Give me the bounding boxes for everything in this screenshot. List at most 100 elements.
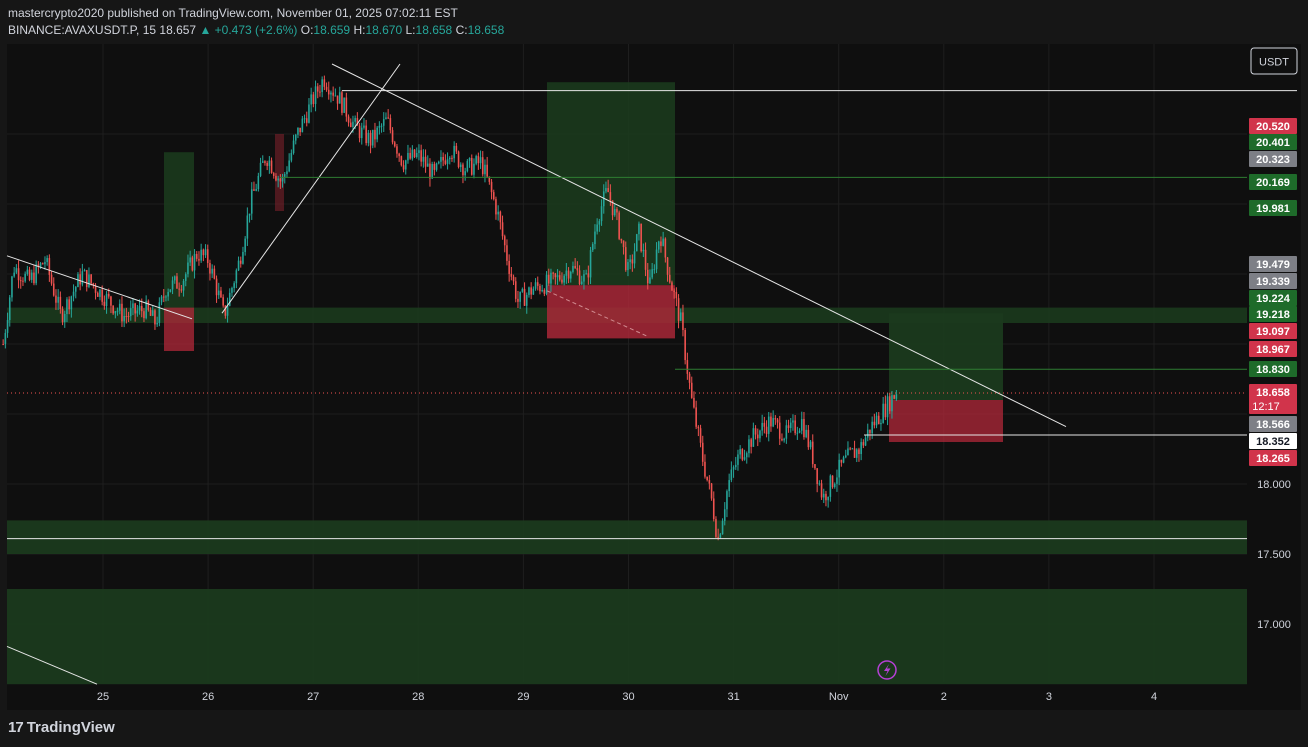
candle-body bbox=[822, 493, 825, 498]
candle-body bbox=[847, 448, 849, 456]
candle-body bbox=[862, 442, 865, 446]
candle-body bbox=[721, 520, 724, 535]
candle-body bbox=[673, 290, 675, 292]
symbol-line: BINANCE:AVAXUSDT.P, 15 18.657 ▲ +0.473 (… bbox=[8, 22, 504, 38]
candle-body bbox=[341, 92, 343, 113]
candle-body bbox=[451, 157, 453, 159]
tradingview-logo-text: TradingView bbox=[26, 719, 115, 736]
candle-body bbox=[206, 249, 209, 263]
y-tick-label: 17.500 bbox=[1257, 549, 1291, 561]
time-axis[interactable] bbox=[7, 682, 1301, 710]
candle-body bbox=[611, 200, 614, 216]
candle-body bbox=[484, 164, 486, 175]
y-tick-label: 17.000 bbox=[1257, 619, 1291, 631]
high-value: 18.670 bbox=[365, 23, 403, 37]
candle-body bbox=[160, 296, 163, 303]
candle-body bbox=[92, 283, 95, 286]
candle-body bbox=[811, 441, 814, 465]
price-tag: 19.981 bbox=[1249, 200, 1297, 216]
candle-body bbox=[836, 477, 838, 484]
price-tag-bg bbox=[1249, 174, 1297, 190]
open-value: 18.659 bbox=[313, 23, 351, 37]
price-tag: 19.218 bbox=[1249, 306, 1297, 322]
candle-body bbox=[873, 421, 876, 426]
candle-body bbox=[754, 428, 757, 435]
candle-body bbox=[200, 249, 202, 261]
lightning-icon[interactable] bbox=[877, 660, 897, 680]
publisher-line: mastercrypto2020 published on TradingVie… bbox=[8, 6, 458, 20]
candle-body bbox=[759, 430, 761, 439]
candle-body bbox=[11, 276, 13, 298]
price-tag: 20.520 bbox=[1249, 118, 1297, 134]
currency-button-label[interactable]: USDT bbox=[1259, 57, 1289, 69]
candle-body bbox=[572, 265, 574, 272]
candle-body bbox=[314, 86, 317, 105]
candle-body bbox=[272, 173, 275, 176]
candle-body bbox=[613, 208, 616, 216]
candle-body bbox=[536, 282, 539, 286]
candle-body bbox=[363, 125, 365, 128]
candle-body bbox=[222, 297, 224, 306]
candle-body bbox=[616, 208, 618, 213]
projection-dashed-line bbox=[546, 290, 650, 338]
trendline-3 bbox=[331, 63, 1067, 428]
price-tag-text: 19.218 bbox=[1256, 309, 1290, 321]
candle-body bbox=[338, 92, 341, 104]
symbol-name[interactable]: BINANCE:AVAXUSDT.P, 15 bbox=[8, 23, 157, 37]
candle-body bbox=[781, 438, 783, 441]
candle-body bbox=[534, 282, 537, 289]
price-tag: 18.830 bbox=[1249, 361, 1297, 377]
candle-body bbox=[68, 299, 70, 310]
trendline-2 bbox=[221, 63, 401, 314]
candle-body bbox=[28, 269, 31, 280]
candle-body bbox=[37, 264, 40, 268]
x-tick-label: 4 bbox=[1151, 691, 1157, 703]
candle-body bbox=[213, 268, 216, 279]
candle-body bbox=[453, 145, 455, 159]
candle-body bbox=[398, 153, 400, 157]
candle-body bbox=[783, 438, 785, 441]
candle-body bbox=[189, 257, 191, 263]
candle-body bbox=[686, 360, 689, 374]
candle-body bbox=[638, 223, 640, 235]
candle-body bbox=[833, 483, 836, 488]
candle-body bbox=[367, 132, 370, 144]
candle-body bbox=[55, 295, 57, 303]
candle-body bbox=[389, 118, 392, 131]
candle-body bbox=[248, 213, 251, 216]
candle-body bbox=[851, 448, 854, 450]
candle-body bbox=[598, 221, 601, 225]
candle-body bbox=[679, 312, 682, 321]
candle-body bbox=[664, 238, 667, 258]
candle-body bbox=[345, 97, 348, 117]
candle-body bbox=[154, 310, 156, 325]
candle-body bbox=[136, 310, 139, 314]
candle-body bbox=[602, 191, 605, 207]
candle-body bbox=[235, 270, 238, 284]
tradingview-logo[interactable]: 17 TradingView bbox=[8, 719, 115, 736]
candle-body bbox=[275, 175, 277, 181]
candle-body bbox=[209, 262, 211, 274]
candle-body bbox=[519, 291, 521, 302]
candle-body bbox=[224, 305, 227, 316]
candle-body bbox=[576, 268, 579, 271]
price-tag-text: 19.479 bbox=[1256, 259, 1290, 271]
price-tag-bg bbox=[1249, 200, 1297, 216]
candle-body bbox=[325, 86, 328, 90]
candle-body bbox=[468, 157, 471, 161]
candle-body bbox=[462, 164, 464, 176]
candle-body bbox=[226, 305, 229, 316]
candle-body bbox=[737, 454, 739, 465]
candle-body bbox=[125, 315, 128, 317]
currency-button[interactable]: USDT bbox=[1250, 47, 1298, 75]
open-label: O: bbox=[300, 23, 314, 37]
price-tag: 18.265 bbox=[1249, 450, 1297, 466]
candle-body bbox=[116, 310, 119, 312]
candle-body bbox=[866, 429, 869, 438]
candle-body bbox=[242, 252, 244, 264]
candle-body bbox=[435, 163, 438, 170]
candle-body bbox=[35, 264, 37, 284]
x-tick-label: 31 bbox=[727, 691, 739, 703]
candle-body bbox=[180, 289, 183, 291]
